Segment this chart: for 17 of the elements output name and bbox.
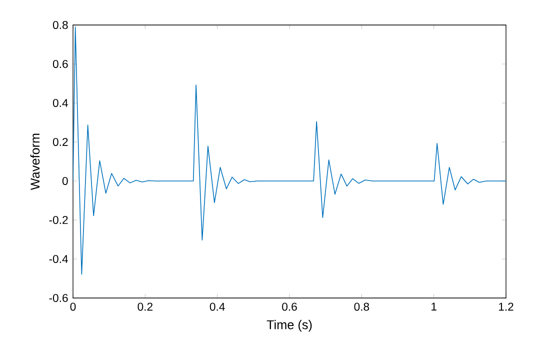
- y-tick-label: 0: [62, 176, 68, 186]
- x-tick-label: 0.8: [354, 302, 370, 311]
- x-tick-label: 0: [70, 302, 76, 311]
- y-axis-title: Waveform: [30, 134, 40, 190]
- x-tick-label: 0.4: [210, 302, 225, 311]
- y-tick-label: -0.4: [49, 254, 68, 264]
- y-tick-label: -0.2: [49, 216, 68, 224]
- y-tick-label: -0.6: [49, 294, 68, 302]
- x-tick-label: 0.6: [282, 302, 297, 311]
- y-tick-label: 0.4: [52, 98, 68, 107]
- x-tick-label: 1: [432, 302, 436, 311]
- x-tick-label: 1.2: [498, 302, 514, 311]
- x-tick-label: 0.2: [138, 302, 152, 311]
- y-tick-label: 0.8: [52, 20, 68, 29]
- y-tick-label: 0.2: [52, 138, 68, 146]
- y-tick-label: 0.6: [52, 60, 68, 68]
- x-axis-title: Time (s): [266, 320, 312, 332]
